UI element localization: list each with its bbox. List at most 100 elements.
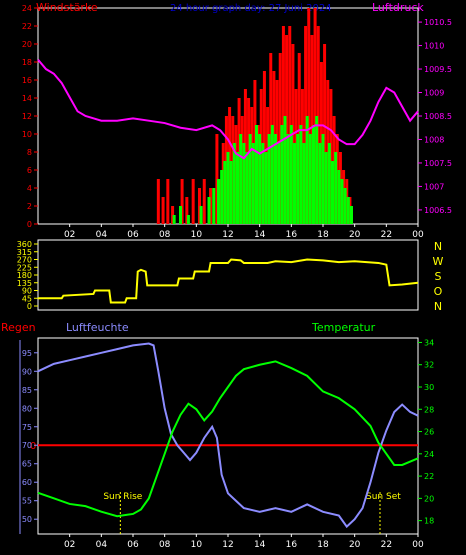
compass-label: S (435, 270, 442, 283)
wind-tick-label: 6 (27, 166, 32, 175)
hour-tick-label: 14 (254, 540, 266, 550)
pressure-axis-ticks: 1006.5 1007 1007.5 1008 1008.5 1009 1009.5 1010… (418, 18, 452, 215)
mean-wind-bar (283, 116, 287, 224)
hour-tick-label: 06 (127, 540, 139, 550)
gust-bar (228, 107, 232, 224)
gust-bar (323, 44, 327, 224)
humidity-tick-label: 50 (22, 515, 32, 524)
wind-tick-label: 22 (22, 22, 32, 31)
direction-tick-label: 90 (22, 287, 32, 296)
mean-wind-bar (226, 152, 230, 224)
gust-bar (297, 53, 301, 224)
mean-wind-bar (296, 134, 300, 224)
gust-bar (266, 107, 270, 224)
gust-bar (180, 179, 184, 224)
pressure-tick-label: 1008.5 (424, 112, 452, 121)
mean-wind-bar (242, 143, 246, 224)
mean-wind-bar (239, 134, 243, 224)
hour-tick-label: 20 (349, 540, 361, 550)
mean-wind-bar (274, 134, 277, 224)
hour-tick-label: 14 (254, 230, 266, 240)
wind-tick-label: 20 (22, 40, 32, 49)
humidity-tick-label: 90 (22, 367, 32, 376)
gust-bar (313, 8, 317, 224)
wind-tick-label: 18 (22, 58, 32, 67)
hour-tick-label: 16 (286, 230, 298, 240)
gust-bar (237, 98, 241, 224)
mean-wind-bar (261, 143, 265, 224)
mean-wind-bar (293, 143, 296, 224)
direction-tick-label: 225 (17, 263, 32, 272)
mean-wind-bar (217, 179, 220, 224)
gust-bar (345, 179, 349, 224)
pressure-tick-label: 1009.5 (424, 65, 452, 74)
hour-tick-label: 08 (159, 230, 171, 240)
hour-tick-label: 04 (96, 230, 108, 240)
gust-bar (250, 107, 254, 224)
humidity-tick-label: 70 (22, 441, 32, 450)
gust-bar (247, 98, 251, 224)
pressure-tick-label: 1009 (424, 89, 444, 98)
gust-bar (234, 125, 238, 224)
wind-axis-title: Windstärke (36, 1, 98, 14)
gust-bar (307, 8, 311, 224)
sunset-label: Sun Set (366, 492, 401, 502)
panel2-frame (37, 239, 419, 311)
mean-wind-bar (270, 125, 274, 224)
wind-tick-label: 24 (22, 4, 32, 13)
mean-wind-bar (308, 134, 312, 224)
direction-tick-label: 180 (17, 271, 32, 280)
mean-wind-bar (346, 197, 350, 224)
temperature-tick-label: 26 (424, 428, 434, 437)
mean-wind-bar (327, 143, 331, 224)
hour-tick-label: 02 (64, 540, 75, 550)
rain-axis-title: Regen (1, 321, 36, 334)
gust-bar (218, 179, 222, 224)
wind-tick-label: 14 (22, 94, 32, 103)
temperature-axis-title: Temperatur (311, 321, 376, 334)
gust-bar (198, 188, 201, 224)
pressure-axis-title: Luftdruck (372, 1, 424, 14)
gust-bar (224, 116, 228, 224)
mean-wind-bar (337, 170, 341, 224)
gust-bar (240, 116, 244, 224)
gust-bar (300, 89, 304, 224)
compass-label: O (434, 285, 443, 298)
mean-wind-bar (299, 125, 303, 224)
mean-wind-bar (258, 134, 262, 224)
temperature-tick-label: 34 (424, 338, 434, 347)
humidity-axis-ticks: 50 55 60 65 70 75 80 85 90 95 (22, 349, 38, 524)
humidity-tick-label: 55 (22, 497, 32, 506)
gust-bar (161, 197, 165, 224)
hour-tick-label: 18 (317, 540, 329, 550)
wind-tick-label: 12 (22, 112, 32, 121)
gust-bar (281, 26, 285, 224)
mean-wind-bar (321, 134, 325, 224)
mean-wind-bar (264, 152, 268, 224)
panel3-frame (37, 337, 419, 535)
temperature-tick-label: 32 (424, 361, 434, 370)
mean-wind-bar (251, 143, 255, 224)
gust-bar (231, 116, 235, 224)
mean-wind-bar (305, 116, 309, 224)
mean-wind-bar (207, 197, 211, 224)
compass-label: N (434, 240, 442, 253)
hour-tick-label: 00 (412, 230, 424, 240)
wind-tick-label: 16 (22, 76, 32, 85)
hour-tick-label: 20 (349, 230, 361, 240)
mean-wind-bar (179, 206, 182, 224)
gust-bar (209, 188, 213, 224)
gust-bar (319, 62, 323, 224)
direction-tick-label: 135 (17, 279, 32, 288)
mean-wind-bar (343, 188, 347, 224)
hour-tick-label: 04 (96, 540, 108, 550)
gust-bar (304, 26, 308, 224)
mean-wind-bar (334, 152, 338, 224)
hour-tick-label: 10 (191, 230, 203, 240)
mean-wind-bar (340, 179, 344, 224)
hour-tick-label: 22 (381, 230, 392, 240)
temperature-tick-label: 20 (424, 494, 434, 503)
gust-bar (156, 179, 160, 224)
